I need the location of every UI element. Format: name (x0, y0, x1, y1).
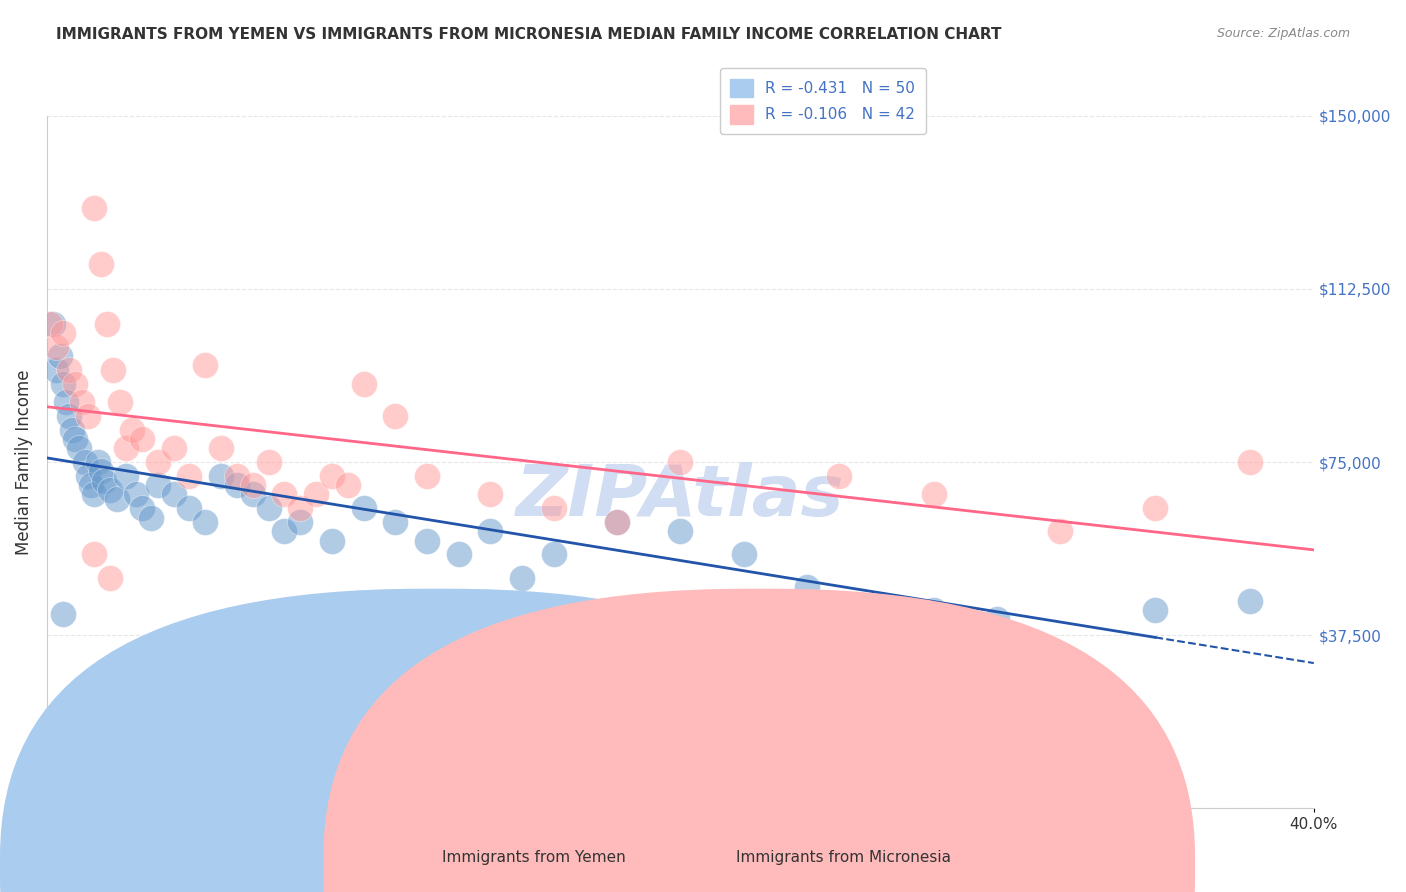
Point (65, 432, 87, 446)
Point (105, 491, 128, 506)
Y-axis label: Median Family Income: Median Family Income (15, 369, 32, 555)
Point (384, 409, 406, 423)
Point (669, 524, 692, 539)
Point (384, 515, 406, 529)
Point (479, 524, 502, 539)
Point (305, 487, 328, 501)
Point (1049, 524, 1071, 539)
Point (103, 363, 125, 377)
Point (922, 603, 945, 617)
Point (479, 487, 502, 501)
Point (336, 478, 359, 492)
Point (90, 464, 112, 478)
Point (257, 501, 280, 516)
Point (86, 455, 108, 469)
Point (321, 469, 343, 483)
Point (1239, 455, 1261, 469)
Point (447, 548, 470, 562)
Point (146, 478, 169, 492)
Point (733, 548, 755, 562)
Point (98, 483, 121, 497)
Point (606, 515, 628, 529)
Point (209, 469, 232, 483)
Point (543, 548, 565, 562)
Point (67, 442, 90, 456)
Point (416, 469, 439, 483)
Point (226, 478, 249, 492)
Point (209, 442, 232, 456)
Point (353, 376, 375, 391)
Point (77, 469, 100, 483)
Text: ZIPAtlas: ZIPAtlas (516, 462, 845, 532)
Text: IMMIGRANTS FROM YEMEN VS IMMIGRANTS FROM MICRONESIA MEDIAN FAMILY INCOME CORRELA: IMMIGRANTS FROM YEMEN VS IMMIGRANTS FROM… (56, 27, 1001, 42)
Point (83, 548, 105, 562)
Point (48, 349, 70, 363)
Point (70, 395, 93, 409)
Point (115, 442, 138, 456)
Point (321, 533, 343, 548)
Point (45, 363, 67, 377)
Text: Immigrants from Yemen: Immigrants from Yemen (443, 850, 626, 865)
Point (226, 469, 249, 483)
Point (83, 201, 105, 215)
Point (290, 515, 312, 529)
Point (65, 376, 87, 391)
Point (290, 501, 312, 516)
Point (124, 487, 146, 501)
Point (162, 442, 184, 456)
Point (115, 469, 138, 483)
Point (859, 607, 882, 622)
Point (1144, 501, 1167, 516)
Point (131, 501, 153, 516)
Point (121, 423, 143, 437)
Point (353, 501, 375, 516)
Legend: R = -0.431   N = 50, R = -0.106   N = 42: R = -0.431 N = 50, R = -0.106 N = 42 (720, 68, 927, 135)
Point (58, 363, 80, 377)
Point (96, 317, 118, 331)
Text: Source: ZipAtlas.com: Source: ZipAtlas.com (1216, 27, 1350, 40)
Point (42, 317, 65, 331)
Point (179, 501, 201, 516)
Point (543, 501, 565, 516)
Point (90, 256, 112, 270)
Point (194, 515, 217, 529)
Point (1144, 603, 1167, 617)
Point (60, 423, 83, 437)
Point (416, 533, 439, 548)
Point (986, 612, 1008, 626)
Point (131, 432, 153, 446)
Point (273, 487, 295, 501)
Point (162, 487, 184, 501)
Point (55, 395, 77, 409)
Point (52, 376, 75, 391)
Point (669, 455, 692, 469)
Text: Immigrants from Micronesia: Immigrants from Micronesia (737, 850, 950, 865)
Point (194, 358, 217, 372)
Point (510, 570, 533, 584)
Point (141, 510, 163, 524)
Point (77, 409, 100, 423)
Point (146, 455, 169, 469)
Point (58, 409, 80, 423)
Point (242, 478, 264, 492)
Point (273, 524, 295, 539)
Point (98, 570, 121, 584)
Point (80, 478, 103, 492)
Point (257, 455, 280, 469)
Point (796, 580, 818, 594)
Point (45, 340, 67, 354)
Point (1239, 593, 1261, 607)
Point (606, 515, 628, 529)
Point (52, 326, 75, 340)
Point (108, 395, 131, 409)
Point (39, 317, 62, 331)
Point (242, 487, 264, 501)
Point (922, 487, 945, 501)
Point (52, 607, 75, 622)
Point (73, 455, 96, 469)
Point (828, 469, 851, 483)
Point (179, 469, 201, 483)
Point (93, 474, 115, 488)
Point (83, 487, 105, 501)
